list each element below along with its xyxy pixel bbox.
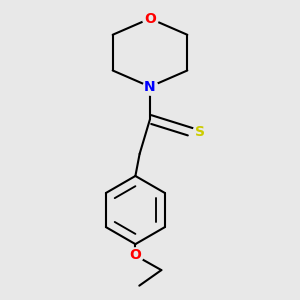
Text: O: O (130, 248, 141, 262)
Text: N: N (144, 80, 156, 94)
Text: O: O (144, 11, 156, 26)
Text: S: S (195, 125, 205, 139)
